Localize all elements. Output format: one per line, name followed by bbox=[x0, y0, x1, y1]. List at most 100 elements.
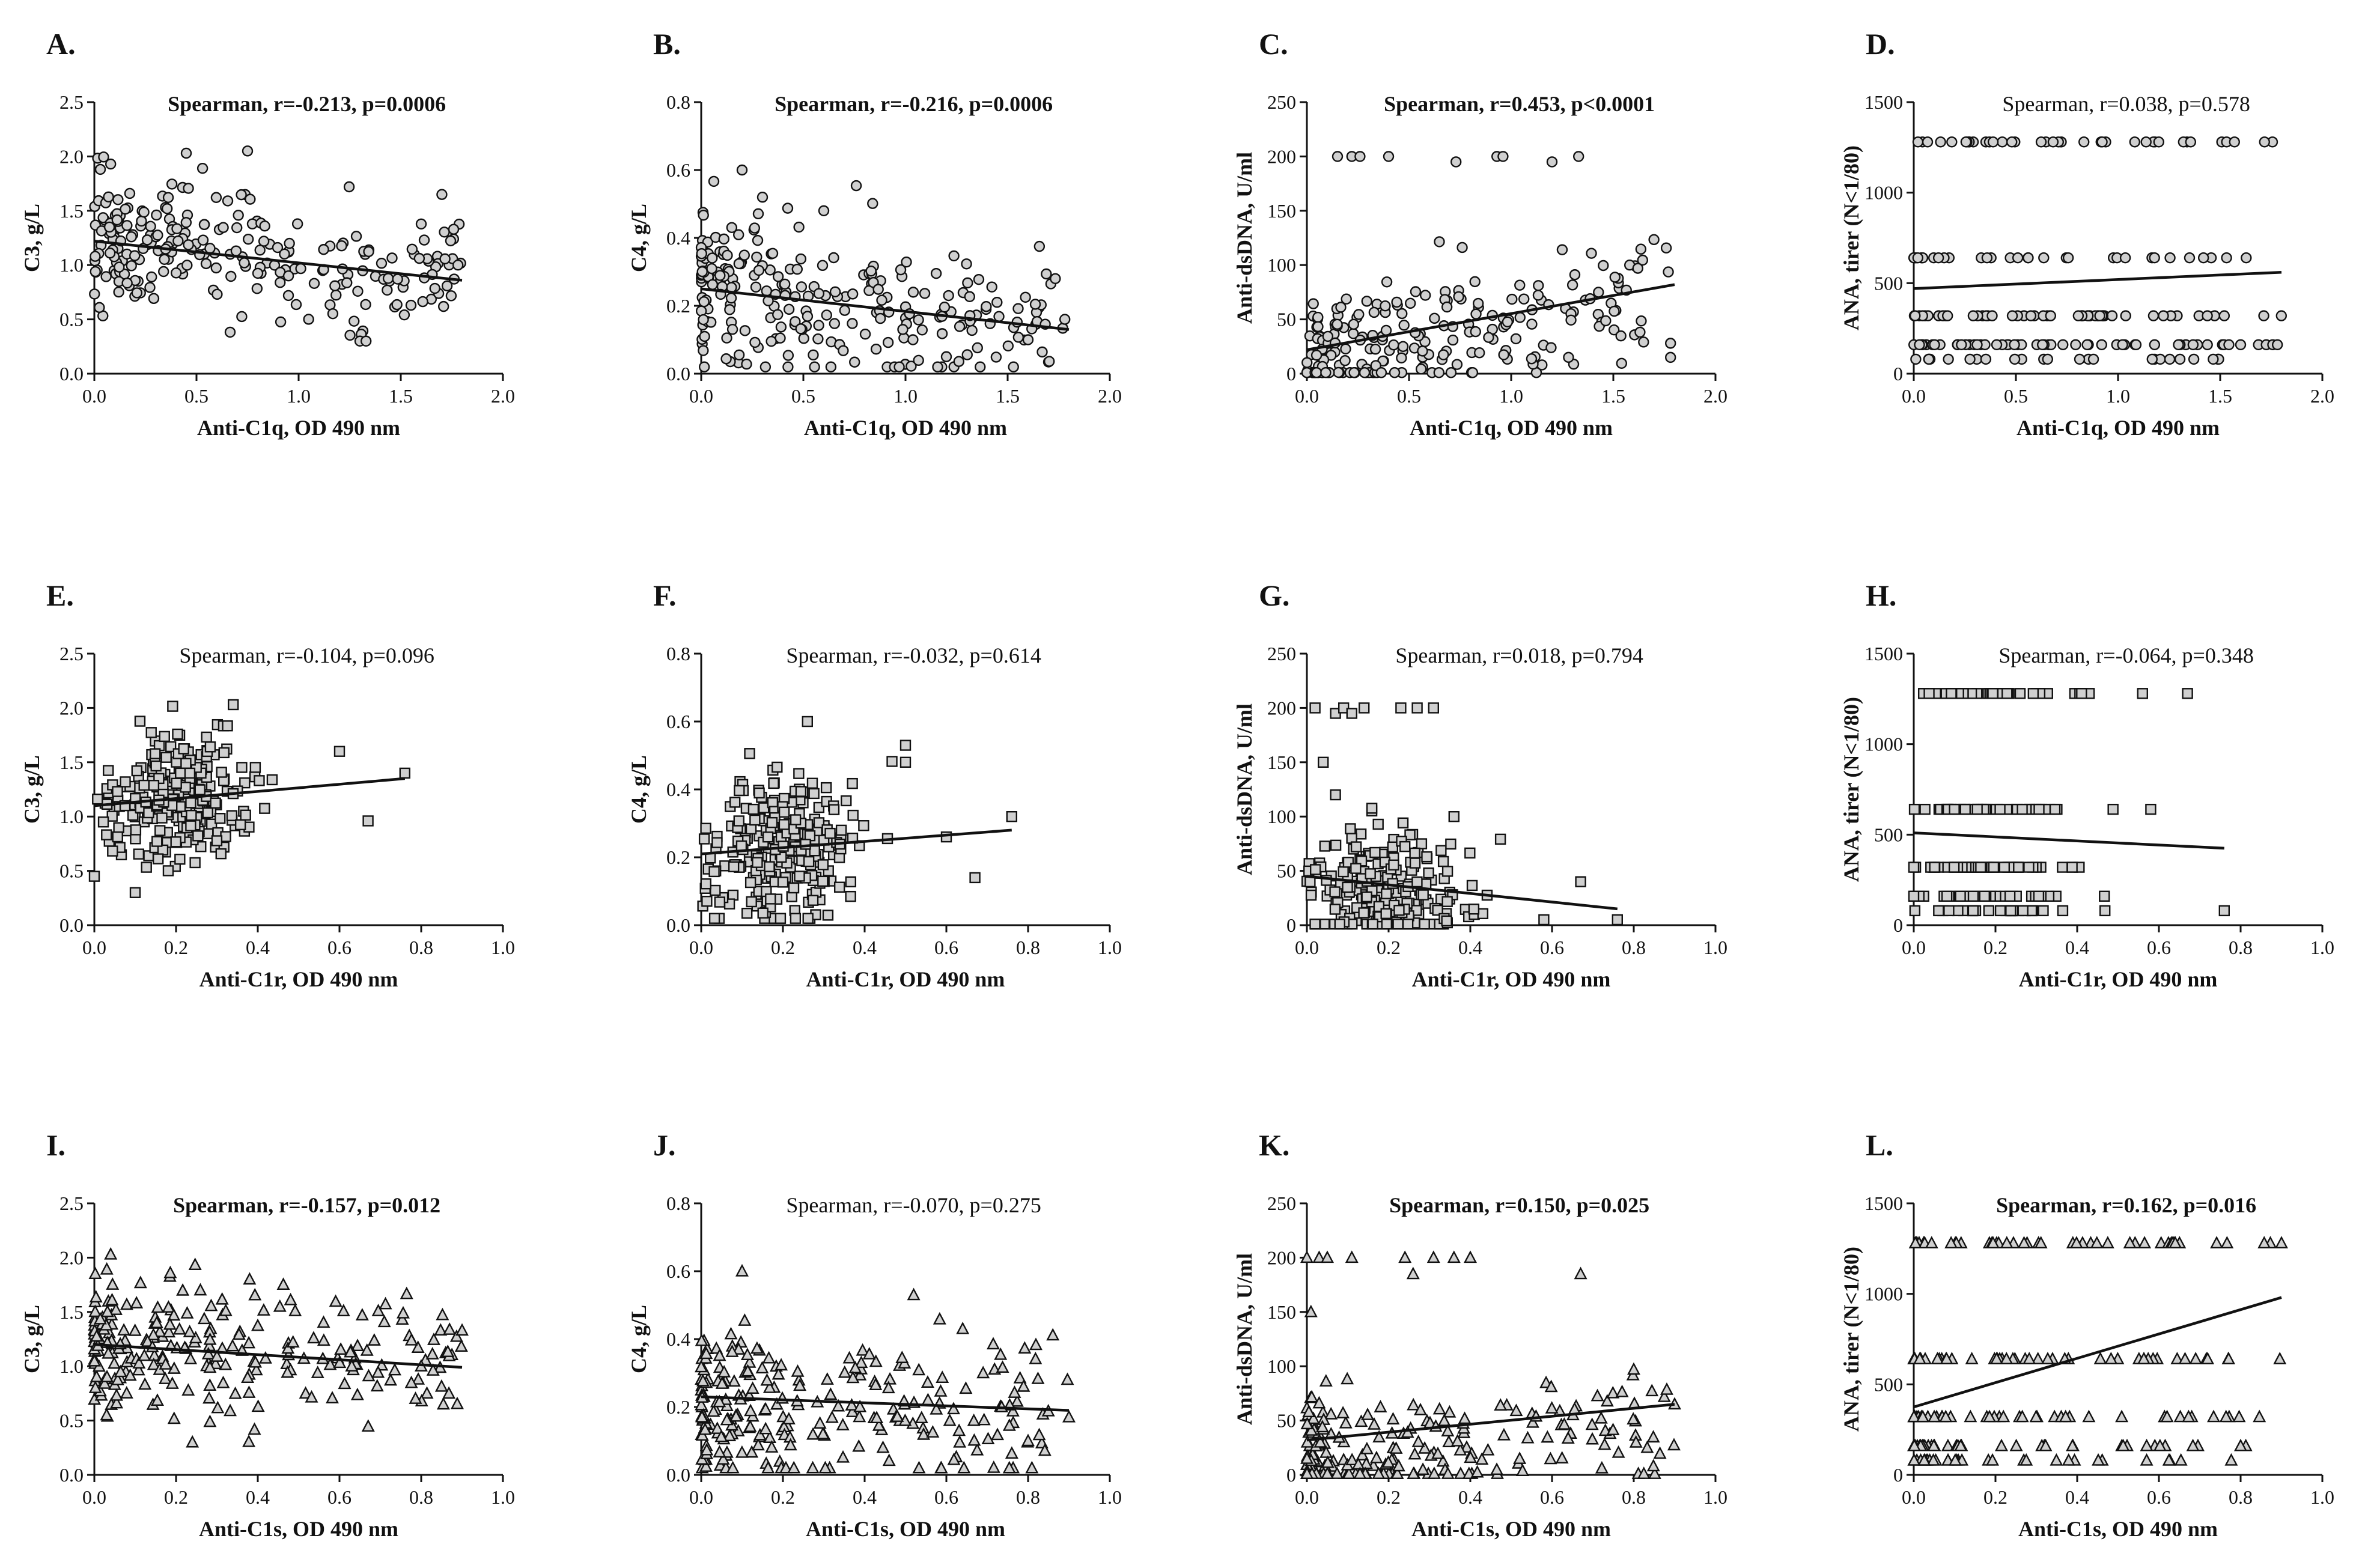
data-point bbox=[170, 836, 181, 848]
data-point bbox=[790, 316, 801, 327]
data-point bbox=[329, 280, 341, 291]
data-point bbox=[2275, 310, 2287, 321]
y-tick-label: 1.5 bbox=[59, 200, 84, 222]
data-point bbox=[1407, 1466, 1420, 1479]
data-point bbox=[735, 1263, 749, 1277]
data-point bbox=[1012, 332, 1024, 343]
data-point bbox=[308, 278, 320, 290]
data-point bbox=[133, 848, 145, 860]
data-point bbox=[698, 345, 709, 356]
data-point bbox=[426, 1363, 440, 1376]
data-point bbox=[1312, 1396, 1326, 1409]
data-point bbox=[1338, 866, 1349, 878]
data-point bbox=[1565, 314, 1577, 326]
data-point bbox=[1635, 243, 1647, 255]
x-axis-label: Anti-C1q, OD 490 nm bbox=[804, 416, 1007, 440]
data-point bbox=[2023, 861, 2035, 873]
data-point bbox=[1914, 339, 1925, 350]
data-point bbox=[1432, 1402, 1446, 1415]
data-point bbox=[1329, 886, 1341, 898]
data-point bbox=[1919, 803, 1931, 815]
data-point bbox=[225, 270, 237, 282]
y-tick-label: 0.8 bbox=[666, 91, 690, 113]
data-point bbox=[1983, 905, 1995, 917]
data-point bbox=[239, 257, 250, 269]
data-point bbox=[700, 1442, 714, 1456]
spearman-annotation: Spearman, r=0.150, p=0.025 bbox=[1389, 1193, 1649, 1217]
data-point bbox=[362, 815, 374, 827]
panel-j: J. Spearman, r=-0.070, p=0.275 0.0 0.2 0.4 0.… bbox=[627, 1128, 1122, 1541]
data-point bbox=[765, 893, 776, 905]
data-point bbox=[991, 297, 1003, 308]
x-tick-label: 1.0 bbox=[2106, 385, 2130, 407]
data-point bbox=[1470, 1465, 1484, 1478]
data-point bbox=[1926, 1453, 1940, 1466]
data-point bbox=[134, 716, 146, 727]
data-point bbox=[1372, 1430, 1386, 1442]
data-point bbox=[1419, 290, 1431, 301]
panel-letter: F. bbox=[653, 579, 676, 612]
data-point bbox=[114, 261, 125, 273]
data-point bbox=[439, 226, 450, 238]
data-point bbox=[1020, 291, 1031, 303]
data-point bbox=[138, 206, 150, 218]
data-point bbox=[749, 222, 761, 234]
data-point bbox=[103, 765, 114, 776]
data-point bbox=[699, 1346, 713, 1360]
data-point bbox=[146, 271, 157, 283]
data-point bbox=[713, 1445, 726, 1458]
data-point bbox=[853, 1409, 866, 1423]
data-point bbox=[921, 1375, 934, 1388]
y-tick-label: 100 bbox=[1267, 1355, 1296, 1377]
data-point bbox=[775, 913, 787, 924]
data-point bbox=[1536, 359, 1548, 371]
data-point bbox=[167, 1308, 181, 1321]
y-tick-label: 2.5 bbox=[59, 91, 84, 113]
data-point bbox=[121, 220, 133, 231]
data-point bbox=[1612, 914, 1624, 926]
data-point bbox=[201, 731, 212, 743]
data-point bbox=[2174, 353, 2186, 365]
data-point bbox=[1341, 1372, 1354, 1385]
data-point bbox=[282, 290, 294, 302]
data-point bbox=[1381, 918, 1392, 930]
data-point bbox=[243, 1272, 257, 1285]
data-point bbox=[749, 814, 761, 826]
data-point bbox=[759, 1421, 773, 1435]
x-tick-label: 0.4 bbox=[2065, 1486, 2089, 1508]
data-point bbox=[2093, 1352, 2107, 1364]
data-point bbox=[1433, 366, 1445, 378]
data-point bbox=[1300, 1466, 1314, 1479]
data-point bbox=[1447, 1250, 1461, 1263]
data-point bbox=[809, 845, 820, 857]
data-point bbox=[162, 1300, 175, 1313]
x-axis-label: Anti-C1r, OD 490 nm bbox=[806, 967, 1005, 991]
data-point bbox=[2158, 310, 2169, 321]
data-point bbox=[93, 1311, 107, 1325]
data-point bbox=[1441, 915, 1452, 927]
data-point bbox=[1510, 333, 1522, 345]
x-tick-label: 1.0 bbox=[1499, 385, 1523, 407]
data-point bbox=[798, 333, 809, 344]
data-point bbox=[1381, 1455, 1395, 1468]
x-axis-label: Anti-C1r, OD 490 nm bbox=[1412, 967, 1611, 991]
regression-line bbox=[94, 1343, 463, 1369]
data-point bbox=[1995, 1438, 2009, 1451]
data-point bbox=[906, 360, 917, 372]
x-tick-label: 0.5 bbox=[2004, 385, 2028, 407]
data-point bbox=[2174, 1453, 2188, 1466]
data-point bbox=[252, 267, 264, 279]
data-point bbox=[318, 244, 329, 255]
data-point bbox=[829, 318, 841, 329]
regression-line bbox=[94, 777, 405, 807]
data-point bbox=[1526, 318, 1538, 330]
data-point bbox=[1954, 1438, 1968, 1451]
panel-letter: L. bbox=[1866, 1128, 1893, 1162]
data-point bbox=[1305, 889, 1317, 901]
data-point bbox=[159, 1357, 172, 1370]
y-tick-label: 1000 bbox=[1864, 182, 1903, 204]
data-point bbox=[1333, 366, 1344, 378]
data-point bbox=[1943, 353, 1954, 365]
data-point bbox=[94, 163, 106, 175]
data-point bbox=[2033, 803, 2045, 815]
